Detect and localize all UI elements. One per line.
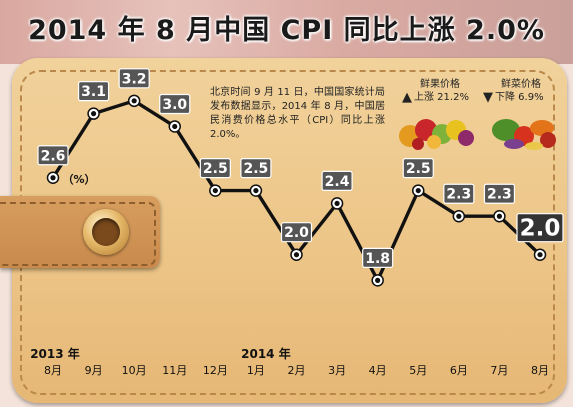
x-tick-label-1: 9月 — [85, 364, 103, 377]
value-label-9: 2.5 — [406, 161, 431, 177]
data-point-dot-7 — [334, 200, 340, 207]
value-label-box-12 — [516, 213, 564, 243]
x-tick-label-6: 2月 — [288, 364, 306, 377]
data-point-dot-6 — [293, 252, 300, 258]
x-tick-label-9: 5月 — [409, 364, 427, 377]
value-label-3: 3.0 — [162, 97, 187, 113]
data-point-dot-4 — [212, 187, 218, 194]
value-label-box-3 — [159, 93, 191, 115]
value-label-box-4 — [199, 157, 231, 179]
x-tick-label-2: 10月 — [122, 364, 147, 377]
value-label-box-11 — [483, 183, 516, 204]
data-point-dot-10 — [456, 213, 462, 219]
fruit-basket-icon — [399, 119, 474, 150]
value-label-8: 1.8 — [365, 251, 390, 267]
year-label-0: 2013 年 — [30, 346, 80, 361]
data-point-dot-5 — [253, 187, 259, 194]
clasp-button-center — [92, 218, 120, 246]
annotation-text: 北京时间 9 月 11 日，中国国家统计局发布数据显示，2014 年 8 月，中… — [210, 87, 385, 140]
value-label-5: 2.5 — [244, 161, 269, 177]
value-label-box-8 — [362, 247, 394, 268]
wallet-clasp — [0, 196, 160, 268]
banknote-background — [0, 0, 573, 64]
value-label-4: 2.5 — [203, 161, 228, 177]
x-tick-label-5: 1月 — [247, 364, 265, 377]
x-tick-label-7: 3月 — [328, 364, 346, 377]
value-label-box-0 — [37, 145, 69, 166]
value-label-6: 2.0 — [284, 225, 309, 241]
legend-veg-change: 下降 6.9% — [495, 92, 544, 103]
clasp-stitching — [0, 202, 156, 266]
data-point-dot-1 — [90, 111, 97, 117]
legend-veg-name: 鲜菜价格 — [501, 79, 541, 90]
x-tick-label-11: 7月 — [490, 364, 508, 377]
value-label-12: 2.0 — [520, 216, 561, 242]
down-arrow-icon: ▼ — [483, 90, 493, 105]
legend-fruit-change: 上涨 21.2% — [414, 92, 469, 103]
value-label-1: 3.1 — [81, 84, 106, 100]
data-point-dot-2 — [131, 98, 137, 104]
x-tick-label-0: 8月 — [44, 364, 62, 377]
x-tick-label-3: 11月 — [162, 364, 187, 377]
value-label-box-5 — [240, 157, 272, 179]
value-label-box-2 — [118, 68, 150, 89]
value-label-10: 2.3 — [446, 187, 471, 203]
x-tick-label-12: 8月 — [531, 364, 549, 377]
value-label-box-9 — [402, 157, 434, 179]
x-tick-label-4: 12月 — [203, 364, 228, 377]
legend-fruit: 鲜果价格 ▲ 上涨 21.2% — [402, 78, 469, 104]
data-point-dot-3 — [172, 123, 178, 130]
value-label-box-7 — [321, 170, 353, 192]
data-point-dot-11 — [496, 213, 503, 219]
legend-vegetable: 鲜菜价格 ▼ 下降 6.9% — [483, 78, 544, 104]
value-label-box-10 — [443, 183, 475, 204]
data-point-dot-0 — [50, 175, 56, 181]
value-label-7: 2.4 — [325, 174, 350, 190]
value-label-11: 2.3 — [487, 187, 512, 203]
x-tick-label-8: 4月 — [369, 364, 387, 377]
value-label-box-1 — [77, 81, 110, 102]
unit-label: （%） — [62, 173, 95, 186]
vegetable-basket-icon — [492, 119, 556, 150]
data-point-dot-12 — [537, 252, 543, 258]
year-label-1: 2014 年 — [241, 346, 291, 361]
page-title: 2014 年 8 月中国 CPI 同比上涨 2.0% — [28, 15, 545, 46]
data-point-dot-8 — [375, 277, 381, 283]
value-label-0: 2.6 — [41, 148, 66, 164]
data-point-dot-9 — [415, 187, 421, 194]
x-tick-label-10: 6月 — [450, 364, 468, 377]
value-label-box-6 — [280, 222, 313, 243]
value-label-2: 3.2 — [122, 71, 147, 87]
legend-fruit-name: 鲜果价格 — [420, 79, 460, 90]
up-arrow-icon: ▲ — [402, 90, 412, 105]
